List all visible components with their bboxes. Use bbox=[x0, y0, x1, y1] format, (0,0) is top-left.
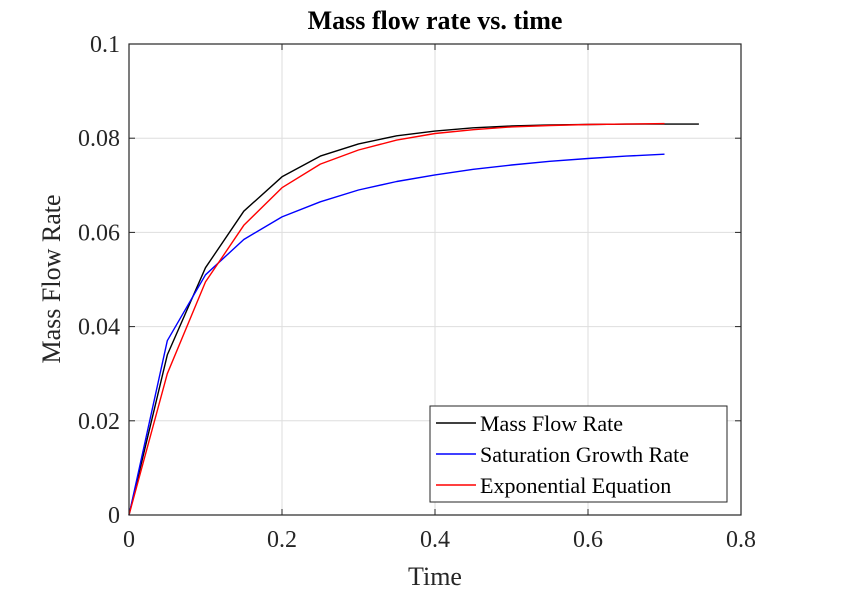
series-group bbox=[128, 122, 699, 516]
y-tick-label: 0.1 bbox=[90, 32, 120, 58]
legend-label-saturation-growth-rate: Saturation Growth Rate bbox=[480, 442, 689, 467]
x-tick-label: 0.6 bbox=[573, 527, 603, 553]
legend-box bbox=[429, 405, 728, 503]
legend: Mass Flow Rate Saturation Growth Rate Expo… bbox=[429, 405, 728, 503]
legend-label-exponential-equation: Exponential Equation bbox=[480, 473, 671, 498]
y-tick-label: 0.02 bbox=[78, 409, 120, 435]
series-line-exponential-equation bbox=[128, 122, 665, 516]
y-tick-label: 0.06 bbox=[78, 220, 120, 246]
legend-label-mass-flow-rate: Mass Flow Rate bbox=[480, 411, 623, 436]
x-tick-label: 0 bbox=[123, 527, 135, 553]
y-tick-label: 0.08 bbox=[78, 126, 120, 152]
chart-title: Mass flow rate vs. time bbox=[308, 6, 563, 35]
y-tick-label: 0.04 bbox=[78, 315, 120, 341]
x-tick-label: 0.4 bbox=[420, 527, 450, 553]
tick-labels: 0 0.2 0.4 0.6 0.8 0 0.02 0.04 0.06 0.08 0.1 bbox=[78, 32, 756, 553]
y-axis-label: Mass Flow Rate bbox=[37, 195, 66, 364]
x-axis-label: Time bbox=[408, 562, 462, 591]
x-tick-label: 0.2 bbox=[267, 527, 297, 553]
y-tick-label: 0 bbox=[108, 503, 120, 529]
plot-area-frame bbox=[128, 43, 742, 516]
x-tick-label: 0.8 bbox=[726, 527, 756, 553]
